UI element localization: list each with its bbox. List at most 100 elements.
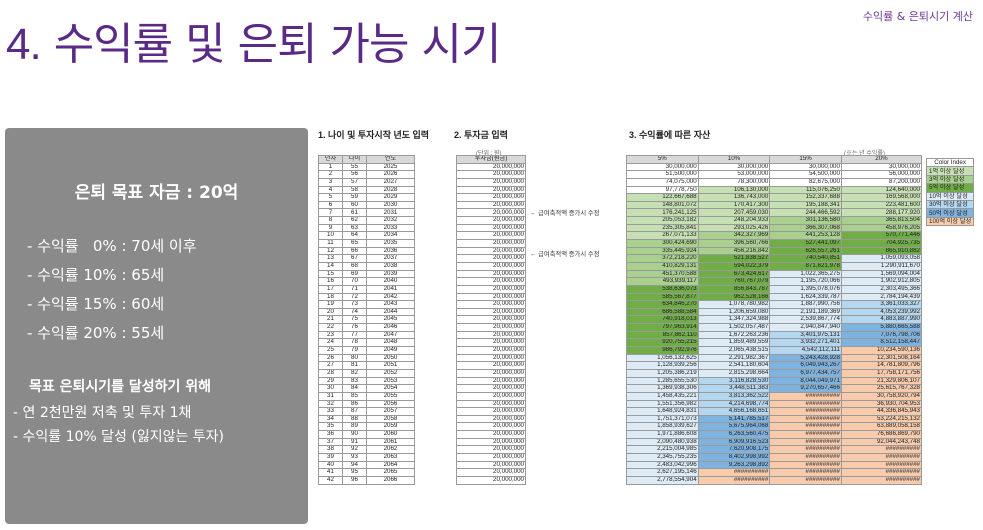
asset-value-cell: 6,909,916,523	[697, 437, 771, 447]
asset-value-cell: 170,417,300	[697, 200, 771, 210]
legend-item: 30억 이상 달성	[925, 199, 975, 210]
table-row: 24 78 2048	[318, 338, 415, 347]
asset-value-cell: 2,065,438,515	[697, 346, 771, 355]
table-row: 41 95 2065	[318, 468, 415, 477]
asset-value-cell: 1,056,132,625	[626, 353, 699, 363]
year-cell: 2039	[366, 269, 415, 279]
asset-value-cell: ##########	[769, 422, 842, 432]
asset-value-cell: 9,263,298,892	[697, 460, 771, 470]
investment-cell: 20,000,000	[456, 216, 526, 225]
asset-value-cell: 686,588,584	[626, 307, 699, 317]
year-index-cell: 34	[318, 414, 343, 424]
year-cell: 2031	[366, 208, 415, 218]
table-row: 20,000,000	[456, 353, 526, 363]
asset-value-cell: 441,253,128	[769, 231, 842, 241]
asset-value-cell: 1,290,911,670	[840, 261, 923, 271]
table-row: 122,667,688 136,743,000 152,337,688 169,568…	[626, 193, 923, 202]
table-row: 40 94 2064	[318, 460, 415, 470]
asset-value-cell: 451,370,588	[626, 269, 699, 279]
table-row: 97,778,750 106,130,000 115,076,250 124,640,…	[626, 185, 923, 195]
asset-value-cell: 740,540,851	[769, 254, 842, 263]
asset-value-cell: ##########	[697, 468, 771, 477]
investment-cell: 20,000,000	[456, 223, 526, 233]
year-cell: 2043	[366, 300, 415, 309]
asset-value-cell: 856,843,787	[697, 284, 771, 294]
year-index-cell: 16	[318, 277, 343, 286]
asset-value-cell: 78,300,000	[697, 177, 771, 187]
asset-value-cell: 2,815,298,664	[697, 368, 771, 378]
investment-cell: 20,000,000	[456, 407, 526, 416]
asset-value-cell: 962,528,166	[697, 292, 771, 302]
year-cell: 2055	[366, 391, 415, 401]
year-cell: 2033	[366, 223, 415, 233]
age-cell: 94	[342, 460, 367, 470]
year-cell: 2044	[366, 307, 415, 317]
age-cell: 68	[342, 261, 367, 271]
asset-value-cell: 2,778,554,904	[626, 475, 699, 485]
section-3-title: 3. 수익률에 따른 자산	[629, 130, 711, 140]
investment-cell: 20,000,000	[456, 292, 526, 302]
age-cell: 91	[342, 437, 367, 447]
asset-value-cell: 7,620,908,175	[697, 445, 771, 454]
table-row: 21 75 2045	[318, 315, 415, 325]
asset-value-cell: ##########	[840, 445, 923, 454]
investment-cell: 20,000,000	[456, 162, 526, 172]
table-row: 20,000,000	[456, 284, 526, 294]
table-row: 31 85 2055	[318, 391, 415, 401]
table-row: 20,000,000	[456, 391, 526, 401]
asset-value-cell: 30,000,000	[769, 162, 842, 172]
spreadsheet: 1. 나이 및 투자시작 년도 입력 2. 투자금 입력 3. 수익률에 따른 …	[316, 128, 983, 526]
table-row: 1,205,386,219 2,815,298,664 6,977,434,757 1…	[626, 368, 923, 378]
year-cell: 2058	[366, 414, 415, 424]
investment-cell: 20,000,000	[456, 177, 526, 187]
asset-value-cell: 244,466,592	[769, 208, 842, 218]
asset-value-cell: 2,303,495,366	[840, 284, 923, 294]
asset-value-cell: 2,291,982,367	[697, 353, 771, 363]
table-row: 20,000,000	[456, 269, 526, 279]
age-cell: 65	[342, 239, 367, 248]
table-row: 26 80 2050	[318, 353, 415, 363]
asset-value-cell: 1,648,924,831	[626, 407, 699, 416]
asset-value-cell: 871,621,978	[769, 261, 842, 271]
year-index-cell: 23	[318, 330, 343, 340]
asset-value-cell: 74,075,000	[626, 177, 699, 187]
asset-value-cell: ##########	[840, 460, 923, 470]
table-row: 42 96 2066	[318, 475, 415, 485]
asset-value-cell: 521,838,527	[697, 254, 771, 263]
table-row: 686,588,584 1,206,659,080 2,191,189,369 4,0…	[626, 307, 923, 317]
asset-value-cell: 366,307,068	[769, 223, 842, 233]
table-row: 20,000,000	[456, 338, 526, 347]
table-row: 37 91 2061	[318, 437, 415, 447]
asset-value-cell: 152,337,688	[769, 193, 842, 202]
age-cell: 66	[342, 246, 367, 256]
legend-item: 50억 이상 달성	[925, 208, 975, 218]
asset-value-cell: ##########	[769, 430, 842, 439]
table-row: 1,551,356,982 4,214,698,774 ########## 36,9…	[626, 399, 923, 409]
asset-value-cell: 2,784,194,439	[840, 292, 923, 302]
year-index-cell: 20	[318, 307, 343, 317]
table-row: 20,000,000	[456, 208, 526, 218]
how-to-heading: 목표 은퇴시기를 달성하기 위해	[29, 379, 212, 395]
legend-row: 50억 이상 달성	[925, 208, 975, 218]
table-row: 20,000,000	[456, 414, 526, 424]
investment-cell: 20,000,000	[456, 376, 526, 386]
asset-value-cell: 760,767,079	[697, 277, 771, 286]
table-row: 1,285,655,530 3,116,828,530 8,044,049,971 2…	[626, 376, 923, 386]
table-row: 451,370,588 673,424,617 1,022,365,275 1,569…	[626, 269, 923, 279]
table-row: 20,000,000	[456, 475, 526, 485]
age-cell: 70	[342, 277, 367, 286]
table-row: 538,636,073 856,843,787 1,395,078,076 2,303…	[626, 284, 923, 294]
investment-cell: 20,000,000	[456, 338, 526, 347]
asset-value-cell: 288,177,920	[840, 208, 923, 218]
table-row: 22 76 2046	[318, 323, 415, 332]
year-index-cell: 38	[318, 445, 343, 454]
section-2-title: 2. 투자금 입력	[454, 130, 508, 140]
rate-list: - 수익률 0% : 70세 이후 - 수익률 10% : 65세 - 수익률 …	[27, 232, 197, 348]
table-row: 634,846,270 1,078,780,982 1,887,990,756 3,3…	[626, 300, 923, 309]
asset-value-cell: 673,424,617	[697, 269, 771, 279]
table-row: 34 88 2058	[318, 414, 415, 424]
legend-item: 100억 이상 달성	[925, 216, 975, 227]
asset-value-cell: ##########	[769, 414, 842, 424]
year-index-cell: 13	[318, 254, 343, 263]
asset-value-cell: 8,512,158,447	[840, 338, 923, 347]
